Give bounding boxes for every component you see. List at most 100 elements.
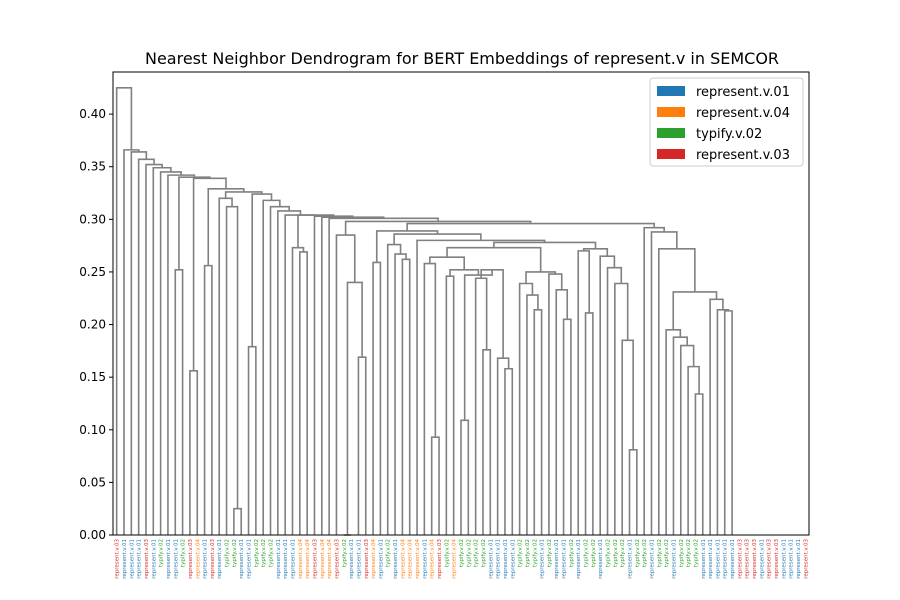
leaf-label: typify.v.02 [547,539,553,567]
y-tick-label: 0.15 [79,370,106,384]
legend-label: typify.v.02 [696,127,762,142]
dendrogram-link-62 [344,220,532,236]
leaf-label: typify.v.02 [474,539,480,567]
leaf-label: represent.v.04 [452,539,458,579]
leaf-label: represent.v.01 [715,539,721,579]
legend-swatch [657,128,685,138]
leaf-label: represent.v.01 [356,539,362,579]
leaf-label: represent.v.01 [129,539,135,579]
dendrogram-link-3 [233,507,243,535]
plot-frame [112,71,810,536]
legend-swatch [657,107,685,117]
leaf-label: typify.v.02 [664,539,670,567]
dendrogram-link-47 [393,233,482,245]
dendrogram-link-56 [709,298,724,535]
dendrogram-link-29 [533,309,543,535]
leaf-label: represent.v.01 [496,539,502,579]
dendrogram-link-74 [192,177,227,371]
leaf-label: represent.v.01 [283,539,289,579]
dendrogram-link-34 [548,273,563,535]
legend-swatch [657,86,685,96]
dendrogram-link-4 [225,205,239,535]
leaf-label: represent.v.04 [430,539,436,579]
leaf-label: represent.v.01 [422,539,428,579]
leaf-label: typify.v.02 [525,539,531,567]
leaf-label: represent.v.01 [393,539,399,579]
dendrogram-link-39 [628,448,638,535]
dendrogram-link-1 [189,370,199,535]
leaf-label: represent.v.01 [137,539,143,579]
dendrogram-link-14 [401,258,411,535]
leaf-label: represent.v.03 [210,539,216,579]
leaf-label: represent.v.01 [701,539,707,579]
dendrogram-link-30 [526,294,539,535]
dendrogram-link-46 [416,239,546,535]
leaf-label: typify.v.02 [532,539,538,567]
leaf-label: represent.v.04 [408,539,414,579]
leaf-label: represent.v.04 [327,539,333,579]
leaf-label: represent.v.01 [789,539,795,579]
leaf-label: represent.v.01 [247,539,253,579]
legend-label: represent.v.03 [696,148,790,163]
dendrogram-link-66 [297,214,335,248]
dendrogram-link-40 [621,339,634,535]
leaf-label: represent.v.04 [415,539,421,579]
leaf-label: represent.v.01 [173,539,179,579]
leaf-label: represent.v.01 [290,539,296,579]
leaf-label: represent.v.03 [188,539,194,579]
leaf-label: represent.v.03 [774,539,780,579]
legend-label: represent.v.01 [696,85,790,100]
leaf-label: represent.v.01 [759,539,765,579]
leaf-label: represent.v.01 [276,539,282,579]
dendrogram-link-58 [658,247,696,535]
leaf-label: represent.v.01 [781,539,787,579]
dendrogram-link-21 [482,349,492,535]
dendrogram-link-26 [463,269,493,421]
leaf-label: typify.v.02 [679,539,685,567]
dendrogram-link-19 [445,275,455,535]
leaf-label: represent.v.01 [708,539,714,579]
dendrogram-link-12 [335,234,356,535]
leaf-label: typify.v.02 [342,539,348,567]
leaf-label: represent.v.01 [796,539,802,579]
dendrogram-link-60 [643,226,665,535]
dendrogram-link-7 [299,251,308,535]
leaf-label: represent.v.01 [576,539,582,579]
dendrogram-link-44 [582,247,609,257]
dendrogram-link-16 [386,243,402,535]
dendrogram-link-8 [291,246,305,535]
dendrogram-link-77 [159,171,182,535]
leaf-label: represent.v.04 [305,539,311,579]
leaf-label: typify.v.02 [254,539,260,567]
dendrogram-link-69 [269,205,290,535]
leaf-label: typify.v.02 [606,539,612,567]
leaf-label: typify.v.02 [635,539,641,567]
leaf-label: typify.v.02 [232,539,238,567]
dendrogram-link-38 [577,250,591,535]
leaf-label: represent.v.01 [562,539,568,579]
dendrogram-link-51 [679,344,695,535]
dendrogram-links [115,86,733,536]
leaf-label: typify.v.02 [261,539,267,567]
dendrogram-link-15 [394,253,407,535]
leaf-label: represent.v.03 [737,539,743,579]
y-tick-label: 0.10 [79,423,106,437]
dendrogram-link-64 [321,216,385,535]
leaf-label: represent.v.01 [723,539,729,579]
chart-title: Nearest Neighbor Dendrogram for BERT Emb… [145,49,779,68]
leaf-label: represent.v.01 [628,539,634,579]
dendrogram-link-6 [247,345,257,535]
leaf-label: represent.v.01 [671,539,677,579]
dendrogram-link-11 [346,281,363,535]
dendrogram-link-43 [599,255,616,535]
dendrogram-link-33 [555,289,569,535]
leaf-label: represent.v.01 [217,539,223,579]
dendrogram-link-37 [584,312,594,535]
leaf-label: represent.v.03 [144,539,150,579]
dendrogram-link-81 [130,151,148,535]
dendrogram-link-31 [518,282,534,535]
leaf-label: represent.v.01 [166,539,172,579]
dendrogram-link-13 [372,261,382,535]
leaf-label: represent.v.03 [334,539,340,579]
